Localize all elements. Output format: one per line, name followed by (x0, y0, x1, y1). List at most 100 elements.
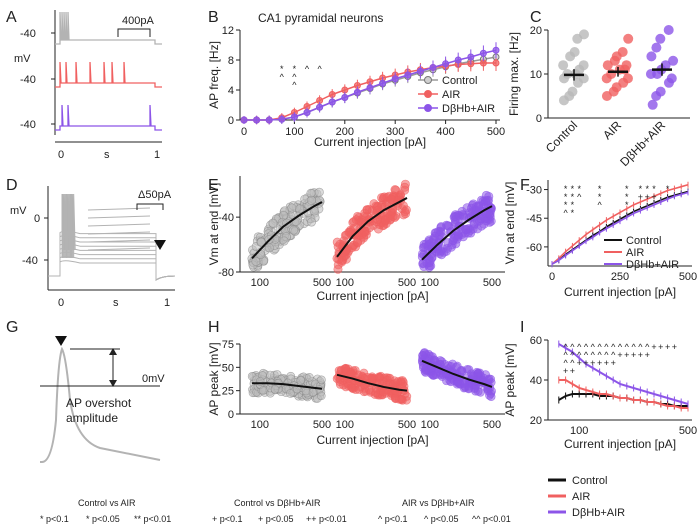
panel-e-point (334, 254, 344, 264)
panel-c-point (569, 47, 580, 57)
panel-b-xtick-label: 200 (336, 126, 354, 138)
panel-i-xlabel: Current injection [pA] (564, 437, 676, 451)
panel-e-point (377, 200, 387, 210)
panel-i-significance-mark: ^ (570, 358, 575, 368)
panel-e-point (306, 195, 316, 205)
panel-a-traces (55, 11, 162, 131)
panel-e-point (352, 237, 362, 247)
panel-h-point (367, 372, 377, 382)
panel-e-point (400, 179, 410, 189)
panel-e-ylabel: Vm at end [mV] (207, 183, 221, 266)
panel-e-point (390, 212, 400, 222)
panel-h-xtick-label: 100 (251, 419, 269, 431)
panel-e-point (287, 203, 297, 213)
panel-i-significance-mark: + (638, 350, 643, 360)
panel-h-point (317, 375, 326, 385)
panel-i-significance-mark: ^ (563, 358, 568, 368)
panel-i-significance-mark: ^ (645, 342, 650, 352)
footnote-1-title: Control vs AIR (78, 498, 136, 508)
panel-d: D mV 0 -40 Δ50pA 0 s 1 (6, 177, 176, 309)
panel-i-significance-mark: + (665, 342, 670, 352)
bottom-legend-label: AIR (572, 491, 590, 503)
panel-g-zero-label: 0mV (142, 373, 165, 385)
panel-d-subthreshold-trace (48, 230, 176, 281)
panel-e-point (476, 214, 486, 224)
panel-f-significance-mark: + (638, 192, 643, 202)
panel-e-point (333, 264, 343, 274)
panel-f-significance-mark: * (652, 184, 656, 194)
panel-i-ylabel: AP peak [mV] (503, 343, 517, 416)
panel-b-point (341, 94, 349, 101)
footnotes: Control vs AIR * p<0.1 * p<0.05 ** p<0.0… (40, 498, 511, 524)
panel-h-point (316, 391, 326, 401)
panel-e-point (295, 204, 305, 214)
panel-a-scale-label: 400pA (122, 15, 154, 27)
panel-f-significance-mark: * (625, 192, 629, 202)
panel-e-point (314, 187, 324, 197)
panel-c-ytick-label: 20 (530, 25, 542, 37)
panel-b-point (303, 109, 311, 116)
panel-b-point (290, 113, 298, 121)
panel-f-legend-label: DβHb+AIR (626, 259, 679, 271)
panel-b-legend-label: Control (442, 75, 477, 87)
footnote-2-item-2: + p<0.05 (258, 514, 294, 524)
panel-a-trace-3 (55, 104, 162, 131)
panel-h-point (305, 372, 314, 382)
panel-g: G 0mV AP overshot amplitude (6, 319, 165, 463)
panel-f-significance-mark: ^ (597, 200, 602, 210)
panel-b-point (265, 116, 273, 124)
panel-h-point (418, 350, 428, 360)
panel-e-point (418, 243, 428, 253)
panel-f-significance-mark: * (564, 192, 568, 202)
panel-e-xtick-label: 500 (313, 277, 331, 289)
panel-a: A mV -40 -40 -40 400pA 0 s 1 (6, 9, 162, 161)
panel-g-caption-line1: AP overshot (66, 396, 132, 410)
panel-g-label: G (6, 319, 18, 336)
panel-c-ytick-label: 0 (536, 113, 542, 125)
panel-d-ytick-0: 0 (34, 213, 40, 225)
panel-i-significance-mark: + (583, 358, 588, 368)
panel-d-label: D (6, 177, 18, 194)
panel-i-series-line (558, 343, 689, 405)
panel-h-xtick-label: 100 (421, 419, 439, 431)
panel-e-point (279, 236, 289, 246)
panel-c-point (663, 25, 674, 35)
panel-b-xtick-label: 500 (487, 126, 505, 138)
footnote-3-title: AIR vs DβHb+AIR (402, 498, 475, 508)
panel-f-label: F (520, 177, 530, 194)
panel-h-point (461, 383, 470, 392)
panel-d-spike (73, 193, 76, 258)
panel-f-legend-label: Control (626, 235, 661, 247)
panel-a-step-scale (117, 28, 151, 37)
panel-b-legend-label: AIR (442, 89, 460, 101)
panel-b-point (278, 115, 286, 123)
panel-h-point (255, 377, 265, 386)
panel-i-significance-mark: ^ (570, 342, 575, 352)
panel-a-label: A (6, 9, 17, 26)
panel-f-significance-mark: * (639, 184, 643, 194)
panel-f-xtick-label: 250 (611, 271, 629, 283)
panel-i-significance-mark: ^ (638, 342, 643, 352)
panel-b-legend-marker (424, 104, 432, 112)
panel-b-xtick-label: 0 (241, 126, 247, 138)
panel-c-point (606, 69, 617, 79)
panel-i-significance-mark: + (577, 358, 582, 368)
footnote-2-item-3: ++ p<0.01 (306, 514, 347, 524)
panel-b-point (442, 60, 450, 68)
panel-b-legend-label: DβHb+AIR (442, 103, 495, 115)
panel-f-significance-mark: * (666, 184, 670, 194)
panel-i-significance-mark: ^ (584, 342, 589, 352)
panel-e-point (482, 196, 492, 206)
panel-i-significance-mark: + (631, 350, 636, 360)
panel-b-point (328, 98, 336, 106)
panel-i-significance-mark: + (563, 366, 568, 376)
panel-c-category-label: AIR (600, 118, 624, 142)
panel-f-significance-mark: ^ (563, 208, 568, 218)
panel-e-point (431, 228, 441, 238)
panel-a-xunit: s (104, 149, 110, 161)
panel-i-significance-mark: ^ (604, 350, 609, 360)
panel-h-point (379, 387, 388, 397)
panel-i-significance-mark: ^ (563, 342, 568, 352)
panel-a-xtick-1: 1 (154, 149, 160, 161)
